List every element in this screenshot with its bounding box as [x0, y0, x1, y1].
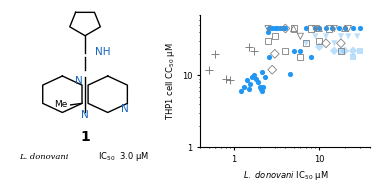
Point	[272, 52, 278, 55]
Point	[338, 49, 344, 52]
Point	[357, 27, 363, 30]
Point	[262, 75, 268, 78]
Point	[274, 27, 280, 30]
Point	[248, 75, 254, 78]
Point	[212, 52, 218, 55]
Point	[316, 27, 322, 30]
Point	[345, 35, 352, 38]
Point	[291, 49, 297, 52]
Point	[269, 27, 275, 30]
Point	[350, 49, 356, 52]
Point	[247, 83, 253, 86]
Point	[331, 42, 337, 45]
Point	[316, 45, 322, 48]
Point	[269, 68, 275, 71]
Point	[243, 79, 249, 82]
Point	[342, 49, 348, 52]
Point	[227, 79, 233, 82]
Point	[257, 85, 263, 88]
Point	[266, 56, 273, 59]
Point	[297, 49, 304, 52]
Point	[253, 77, 259, 80]
Point	[328, 27, 335, 30]
Point	[323, 35, 329, 38]
Point	[223, 77, 229, 80]
Point	[272, 35, 278, 38]
Point	[312, 27, 318, 30]
Point	[251, 74, 257, 77]
Point	[277, 27, 284, 30]
Point	[350, 56, 356, 59]
Point	[342, 27, 348, 30]
Point	[265, 40, 271, 43]
Text: IC$_{50}$  3.0 μM: IC$_{50}$ 3.0 μM	[98, 150, 149, 163]
Point	[323, 42, 329, 45]
Point	[326, 27, 332, 30]
Point	[336, 27, 342, 30]
Point	[241, 85, 247, 88]
Text: N: N	[74, 76, 82, 86]
Y-axis label: THP1 cell CC$_{50}$ μM: THP1 cell CC$_{50}$ μM	[164, 42, 177, 120]
Point	[282, 27, 288, 30]
Point	[354, 35, 360, 38]
Point	[308, 56, 314, 59]
Point	[342, 27, 348, 30]
Point	[259, 90, 265, 93]
Point	[266, 27, 272, 30]
Point	[338, 49, 344, 52]
Point	[238, 90, 244, 93]
Point	[312, 35, 318, 38]
Point	[338, 42, 344, 45]
Text: L. donovani: L. donovani	[19, 153, 68, 161]
Text: N: N	[81, 110, 89, 120]
Text: 1: 1	[80, 130, 90, 144]
Point	[345, 27, 352, 30]
Point	[331, 49, 337, 52]
Point	[282, 49, 288, 52]
Point	[316, 27, 322, 30]
Point	[303, 27, 309, 30]
Point	[357, 49, 363, 52]
Point	[323, 27, 329, 30]
Point	[265, 27, 271, 30]
Point	[251, 49, 257, 52]
Point	[265, 31, 271, 34]
Point	[303, 42, 309, 45]
Text: N: N	[121, 105, 129, 114]
Point	[287, 72, 293, 75]
Point	[312, 27, 318, 30]
Point	[206, 68, 212, 71]
Point	[272, 27, 278, 30]
Point	[282, 27, 288, 30]
Point	[297, 56, 304, 59]
Point	[280, 27, 287, 30]
Point	[338, 35, 344, 38]
Point	[246, 45, 252, 48]
Point	[291, 27, 297, 30]
Point	[291, 27, 297, 30]
Point	[258, 87, 264, 90]
Point	[331, 27, 337, 30]
Point	[316, 40, 322, 43]
Text: Me: Me	[54, 100, 68, 109]
Text: NH: NH	[95, 47, 111, 57]
Point	[350, 27, 356, 30]
Point	[255, 81, 261, 84]
X-axis label: $\it{L.\ donovani}$ IC$_{50}$ μM: $\it{L.\ donovani}$ IC$_{50}$ μM	[243, 169, 328, 182]
Point	[260, 85, 266, 88]
Point	[246, 87, 252, 90]
Point	[303, 42, 309, 45]
Point	[297, 35, 304, 38]
Point	[308, 27, 314, 30]
Point	[259, 71, 265, 74]
